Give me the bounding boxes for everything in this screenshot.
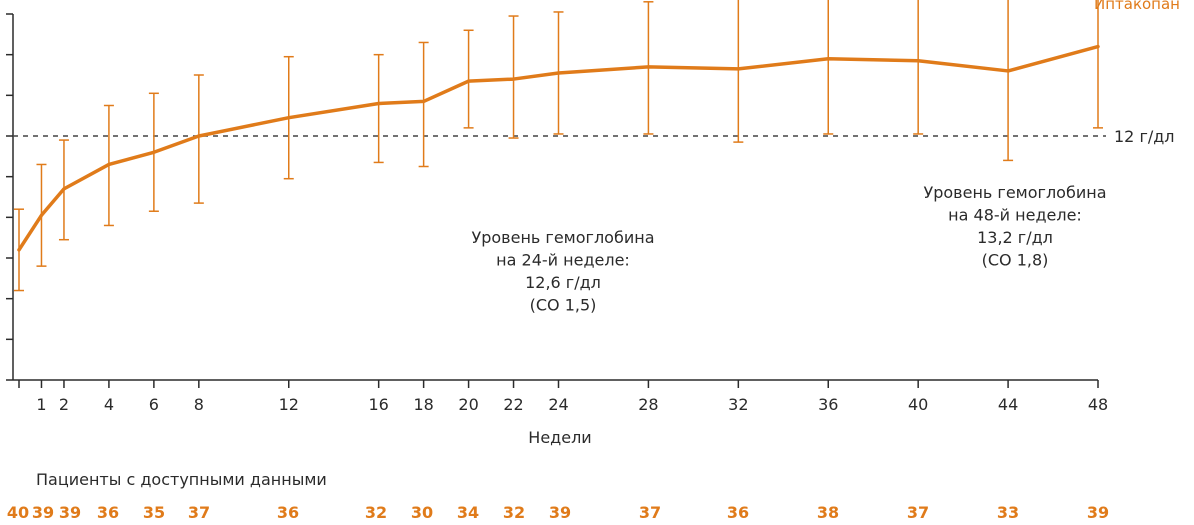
patient-count: 35 xyxy=(143,503,165,522)
series-label: Иптакопан xyxy=(1094,0,1180,13)
error-bar xyxy=(463,29,474,129)
patient-count: 40 xyxy=(7,503,29,522)
reference-line-group: 12 г/дл xyxy=(13,127,1175,146)
annotation-line: на 48-й неделе: xyxy=(948,206,1082,225)
error-bar xyxy=(508,15,519,139)
error-bar xyxy=(193,74,204,204)
annotation-line: на 24-й неделе: xyxy=(496,251,630,270)
x-tick-label: 28 xyxy=(638,395,658,414)
patient-count: 36 xyxy=(727,503,749,522)
x-tick-label: 20 xyxy=(458,395,478,414)
patient-count: 36 xyxy=(277,503,299,522)
x-tick-label: 32 xyxy=(728,395,748,414)
patient-count: 39 xyxy=(59,503,81,522)
annotation-line: 12,6 г/дл xyxy=(525,273,601,292)
x-tick-label: 4 xyxy=(104,395,114,414)
patient-count: 32 xyxy=(365,503,387,522)
annotation-line: (СО 1,8) xyxy=(982,251,1049,270)
x-tick-label: 6 xyxy=(149,395,159,414)
error-bar xyxy=(418,41,429,168)
patient-count: 39 xyxy=(1087,503,1109,522)
x-tick-label: 1 xyxy=(36,395,46,414)
annotation-line: Уровень гемоглобина xyxy=(471,228,654,247)
patient-count: 38 xyxy=(817,503,839,522)
x-tick-label: 2 xyxy=(59,395,69,414)
annotation-line: Уровень гемоглобина xyxy=(923,183,1106,202)
x-tick-label: 44 xyxy=(998,395,1018,414)
patient-count: 34 xyxy=(457,503,479,522)
error-bar xyxy=(373,53,384,164)
x-tick-label: 8 xyxy=(194,395,204,414)
patient-count: 37 xyxy=(188,503,210,522)
x-axis-title: Недели xyxy=(528,428,591,447)
annotation: Уровень гемоглобина на 48-й неделе: 13,2 г… xyxy=(923,183,1106,270)
x-tick-label: 16 xyxy=(368,395,388,414)
x-tick-label: 40 xyxy=(908,395,928,414)
x-tick-label: 36 xyxy=(818,395,838,414)
patient-count: 37 xyxy=(907,503,929,522)
series-lines: Иптакопан xyxy=(17,0,1180,252)
annotation: Уровень гемоглобина на 24-й неделе: 12,6 г… xyxy=(471,228,654,315)
patient-count: 36 xyxy=(97,503,119,522)
annotation-line: (СО 1,5) xyxy=(530,296,597,315)
error-bar xyxy=(1093,0,1103,129)
annotation-line: 13,2 г/дл xyxy=(977,228,1053,247)
patients-title: Пациенты с доступными данными xyxy=(36,470,327,489)
error-bar xyxy=(823,0,834,135)
patient-count: 39 xyxy=(549,503,571,522)
series-line-iptacopan xyxy=(17,44,1100,252)
error-bar xyxy=(913,0,924,135)
x-tick-label: 18 xyxy=(413,395,433,414)
patient-count: 33 xyxy=(997,503,1019,522)
patient-count: 32 xyxy=(503,503,525,522)
annotations: Уровень гемоглобина на 24-й неделе: 12,6 г… xyxy=(471,183,1106,315)
x-tick-label: 48 xyxy=(1088,395,1108,414)
x-tick-label: 24 xyxy=(548,395,568,414)
x-tick-label: 12 xyxy=(279,395,299,414)
x-tick-label: 22 xyxy=(503,395,523,414)
error-bar xyxy=(733,0,744,143)
patient-count: 30 xyxy=(411,503,433,522)
patient-count: 37 xyxy=(639,503,661,522)
reference-line-label: 12 г/дл xyxy=(1114,127,1175,146)
patient-count: 39 xyxy=(32,503,54,522)
